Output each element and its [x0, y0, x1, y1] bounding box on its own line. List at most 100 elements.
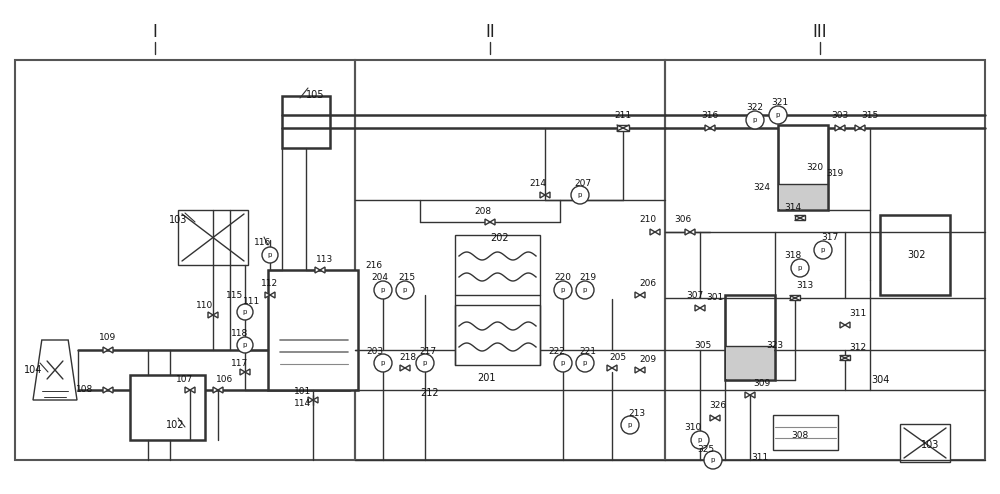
Bar [282, 96, 330, 148]
Polygon shape [103, 347, 108, 353]
Polygon shape [540, 192, 545, 198]
Text: 105: 105 [306, 90, 324, 100]
Polygon shape [190, 387, 195, 393]
Text: 311: 311 [849, 310, 867, 319]
Text: p: p [698, 437, 702, 443]
Text: p: p [583, 287, 587, 293]
Bar [725, 295, 775, 380]
Text: 103: 103 [169, 215, 187, 225]
Text: 305: 305 [694, 340, 712, 349]
Text: 103: 103 [921, 440, 939, 450]
Text: 325: 325 [697, 446, 715, 454]
Text: 211: 211 [614, 111, 632, 120]
Text: p: p [268, 252, 272, 258]
Text: 213: 213 [628, 409, 646, 417]
Circle shape [554, 354, 572, 372]
Circle shape [571, 186, 589, 204]
Bar [455, 305, 540, 365]
Text: 304: 304 [871, 375, 889, 385]
Text: p: p [711, 457, 715, 463]
Text: p: p [583, 360, 587, 366]
Text: p: p [798, 265, 802, 271]
Text: 311: 311 [751, 453, 769, 461]
Polygon shape [240, 369, 245, 375]
Text: p: p [403, 287, 407, 293]
Text: 324: 324 [754, 183, 770, 193]
Polygon shape [845, 322, 850, 328]
Polygon shape [690, 229, 695, 235]
Text: 205: 205 [609, 354, 627, 363]
Text: II: II [485, 23, 495, 41]
Polygon shape [313, 397, 318, 403]
Text: 301: 301 [706, 293, 724, 302]
Text: 323: 323 [766, 340, 784, 349]
Polygon shape [265, 292, 270, 298]
Text: 118: 118 [231, 329, 249, 338]
Text: 318: 318 [784, 251, 802, 260]
Text: 109: 109 [99, 333, 117, 342]
Bar [790, 295, 800, 300]
Circle shape [396, 281, 414, 299]
Text: 312: 312 [849, 342, 867, 352]
Polygon shape [218, 387, 223, 393]
Polygon shape [710, 415, 715, 421]
Text: 207: 207 [574, 178, 592, 188]
Circle shape [554, 281, 572, 299]
Text: 110: 110 [196, 300, 214, 310]
Text: p: p [243, 342, 247, 348]
Text: 309: 309 [753, 378, 771, 387]
Text: 214: 214 [530, 178, 546, 188]
Text: 210: 210 [639, 215, 657, 224]
Text: p: p [578, 192, 582, 198]
Circle shape [237, 337, 253, 353]
Text: 216: 216 [365, 261, 383, 271]
Polygon shape [208, 312, 213, 318]
Circle shape [576, 354, 594, 372]
Bar [617, 125, 629, 131]
Circle shape [746, 111, 764, 129]
Circle shape [704, 451, 722, 469]
Bar [15, 60, 355, 460]
Text: p: p [628, 422, 632, 428]
Circle shape [814, 241, 832, 259]
Text: 320: 320 [806, 164, 824, 172]
Text: 316: 316 [701, 111, 719, 120]
Text: 102: 102 [166, 420, 184, 430]
Text: p: p [561, 360, 565, 366]
Text: 215: 215 [398, 274, 416, 283]
Text: 306: 306 [674, 215, 692, 224]
Text: 114: 114 [294, 400, 312, 409]
Polygon shape [700, 305, 705, 311]
Text: 313: 313 [796, 282, 814, 290]
Text: 220: 220 [554, 274, 572, 283]
Polygon shape [635, 367, 640, 373]
Polygon shape [705, 125, 710, 131]
Text: p: p [381, 360, 385, 366]
Text: p: p [381, 287, 385, 293]
Polygon shape [840, 322, 845, 328]
Polygon shape [745, 392, 750, 398]
Text: p: p [776, 112, 780, 118]
Text: 322: 322 [746, 104, 764, 113]
Bar [665, 60, 985, 460]
Text: 101: 101 [294, 387, 312, 397]
Text: 218: 218 [399, 353, 417, 362]
Text: p: p [561, 287, 565, 293]
Bar [455, 235, 540, 295]
Text: 317: 317 [821, 234, 839, 243]
Polygon shape [485, 219, 490, 225]
Text: 222: 222 [549, 346, 565, 356]
Bar [900, 424, 950, 462]
Bar [726, 346, 774, 379]
Text: 106: 106 [216, 375, 234, 384]
Text: p: p [821, 247, 825, 253]
Text: 310: 310 [684, 423, 702, 433]
Circle shape [769, 106, 787, 124]
Bar [130, 375, 205, 440]
Polygon shape [545, 192, 550, 198]
Bar [840, 356, 850, 361]
Polygon shape [635, 292, 640, 298]
Text: 308: 308 [791, 430, 809, 440]
Polygon shape [655, 229, 660, 235]
Text: 326: 326 [709, 402, 727, 411]
